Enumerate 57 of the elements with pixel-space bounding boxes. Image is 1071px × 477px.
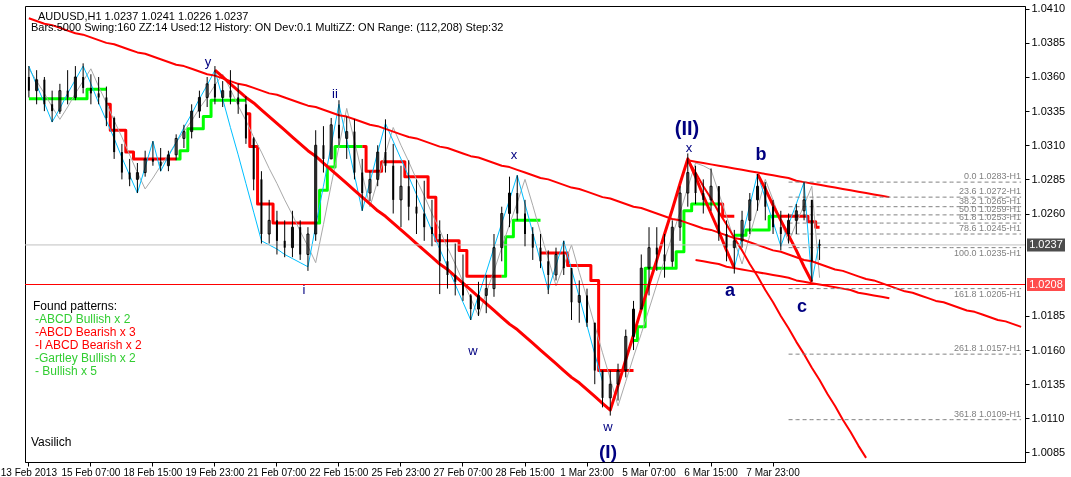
annotation: Found patterns:	[33, 299, 118, 313]
x-tick-label: 28 Feb 15:00	[495, 466, 555, 477]
y-tick-label: 1.0310	[1031, 138, 1066, 151]
chart-title: AUDUSD,H1 1.0237 1.0241 1.0226 1.0237	[38, 10, 249, 22]
y-tick-label: 1.0160	[1031, 343, 1066, 356]
y-tick-label: 1.0335	[1031, 104, 1066, 117]
annotation: - Bullish x 5	[35, 364, 98, 378]
series-label: 100.0 1.0235-H1	[954, 247, 1022, 258]
y-tick-label: 1.0410	[1031, 2, 1066, 15]
annotation: y	[204, 54, 212, 69]
annotation: c	[796, 296, 808, 316]
series-label: 161.8 1.0205-H1	[954, 288, 1022, 299]
y-tick-label: 1.0285	[1031, 172, 1066, 185]
y-tick-label: 1.0185	[1031, 309, 1066, 322]
y-tick-label: 1.0260	[1031, 207, 1066, 220]
annotation: -I ABCD Bearish x 2	[35, 338, 143, 352]
annotation: (I)	[599, 441, 617, 462]
x-tick-label: 1 Mar 23:00	[560, 466, 615, 477]
annotation: x	[685, 140, 693, 155]
y-tick-label: 1.0110	[1031, 411, 1065, 424]
annotation: -ABCD Bullish x 2	[35, 312, 131, 326]
series-label: 61.8 1.0253-H1	[959, 212, 1022, 223]
annotation: -Gartley Bullish x 2	[35, 351, 137, 365]
annotation: b	[755, 144, 767, 164]
annotation: w	[602, 419, 614, 434]
ref-line-label: 1.0208	[1029, 277, 1063, 290]
series-label: 78.6 1.0245-H1	[959, 223, 1022, 233]
x-tick-label: 27 Feb 07:00	[433, 466, 493, 477]
series-label: 261.8 1.0157-H1	[954, 343, 1022, 354]
series-label: 38.2 1.0265-H1	[959, 195, 1022, 206]
x-tick-label: 19 Feb 23:00	[185, 466, 245, 477]
x-tick-label: 7 Mar 23:00	[746, 466, 801, 477]
x-tick-label: 5 Mar 07:00	[622, 466, 677, 477]
annotation: ii	[332, 86, 338, 101]
series-label: 0.0 1.0283-H1	[964, 171, 1022, 182]
x-tick-label: 21 Feb 07:00	[247, 466, 307, 477]
x-tick-label: 25 Feb 23:00	[371, 466, 431, 477]
annotation: (II)	[674, 117, 700, 139]
annotation: i	[302, 282, 306, 297]
y-tick-label: 1.0135	[1031, 377, 1066, 390]
series-label: 23.6 1.0272-H1	[959, 186, 1022, 197]
annotation: w	[467, 343, 479, 358]
y-tick-label: 1.0085	[1031, 445, 1066, 458]
series-label: 50.0 1.0259-H1	[959, 203, 1022, 214]
y-tick-label: 1.0385	[1031, 36, 1066, 49]
x-tick-label: 15 Feb 07:00	[61, 466, 121, 477]
annotation: x	[510, 147, 518, 162]
series-label: 361.8 1.0109-H1	[954, 408, 1022, 419]
x-tick-label: 22 Feb 15:00	[309, 466, 369, 477]
annotation: -ABCD Bearish x 3	[35, 325, 137, 339]
ref-line-label: 1.0237	[1029, 237, 1063, 250]
annotation: a	[724, 280, 736, 300]
x-tick-label: 6 Mar 15:00	[684, 466, 739, 477]
x-tick-label: 18 Feb 15:00	[123, 466, 183, 477]
x-tick-label: 13 Feb 2013	[0, 466, 58, 477]
annotation: Vasilich	[31, 435, 72, 449]
y-tick-label: 1.0360	[1031, 70, 1066, 83]
